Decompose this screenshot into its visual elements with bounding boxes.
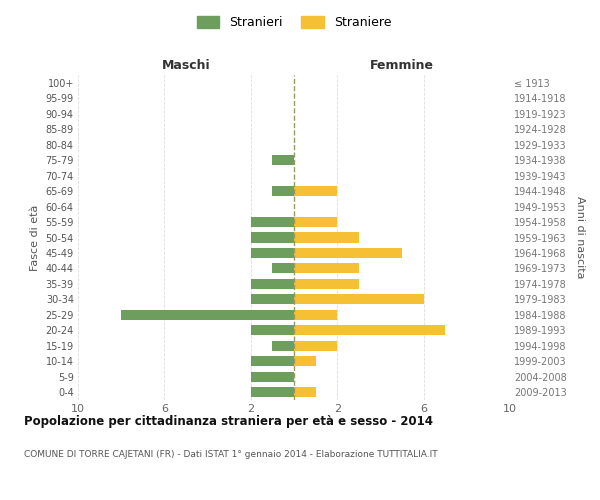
Bar xyxy=(272,341,294,351)
Bar xyxy=(294,387,316,398)
Bar xyxy=(272,186,294,196)
Bar xyxy=(294,186,337,196)
Bar xyxy=(251,387,294,398)
Bar xyxy=(272,155,294,165)
Bar xyxy=(294,294,424,304)
Text: Popolazione per cittadinanza straniera per età e sesso - 2014: Popolazione per cittadinanza straniera p… xyxy=(24,415,433,428)
Bar xyxy=(121,310,294,320)
Bar xyxy=(251,217,294,227)
Text: COMUNE DI TORRE CAJETANI (FR) - Dati ISTAT 1° gennaio 2014 - Elaborazione TUTTIT: COMUNE DI TORRE CAJETANI (FR) - Dati IST… xyxy=(24,450,437,459)
Text: Femmine: Femmine xyxy=(370,59,434,72)
Bar xyxy=(251,372,294,382)
Bar xyxy=(251,248,294,258)
Bar xyxy=(272,264,294,274)
Legend: Stranieri, Straniere: Stranieri, Straniere xyxy=(191,11,397,34)
Bar xyxy=(294,356,316,366)
Bar xyxy=(294,310,337,320)
Y-axis label: Anni di nascita: Anni di nascita xyxy=(575,196,585,279)
Bar xyxy=(251,356,294,366)
Bar xyxy=(251,232,294,242)
Bar xyxy=(251,294,294,304)
Text: Maschi: Maschi xyxy=(161,59,211,72)
Bar xyxy=(294,326,445,336)
Bar xyxy=(294,341,337,351)
Bar xyxy=(294,217,337,227)
Bar xyxy=(294,248,402,258)
Bar xyxy=(294,279,359,289)
Y-axis label: Fasce di età: Fasce di età xyxy=(30,204,40,270)
Bar xyxy=(251,279,294,289)
Bar xyxy=(294,264,359,274)
Bar xyxy=(251,326,294,336)
Bar xyxy=(294,232,359,242)
